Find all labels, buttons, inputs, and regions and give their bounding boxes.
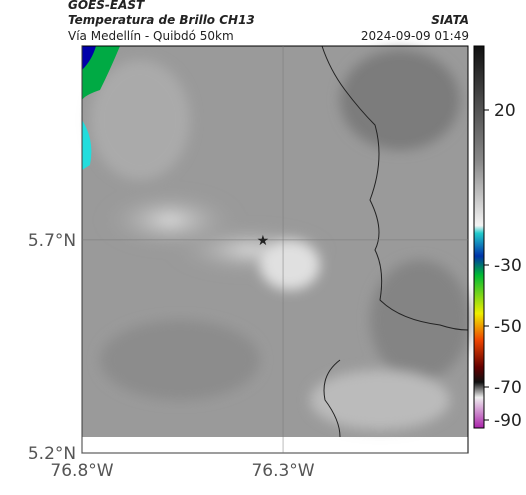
datetime: 2024-09-09 01:49	[361, 29, 469, 43]
imagery	[82, 45, 470, 438]
agency: SIATA	[431, 13, 469, 27]
title: Temperatura de Brillo CH13	[68, 13, 255, 27]
subtitle: Vía Medellín - Quibdó 50km	[68, 29, 234, 43]
colorbar-label: -50	[494, 317, 522, 337]
lon-label: 76.8°W	[50, 461, 113, 481]
colorbar-label: -90	[494, 411, 522, 431]
location-marker: ★	[257, 233, 270, 249]
source: GOES-EAST	[68, 0, 145, 12]
colorbar	[473, 45, 485, 429]
lat-label: 5.2°N	[28, 444, 76, 464]
colorbar-label: 20	[494, 101, 516, 121]
colorbar-label: -70	[494, 378, 522, 398]
colorbar-label: -30	[494, 256, 522, 276]
lat-label: 5.7°N	[28, 231, 76, 251]
lon-label: 76.3°W	[251, 461, 314, 481]
